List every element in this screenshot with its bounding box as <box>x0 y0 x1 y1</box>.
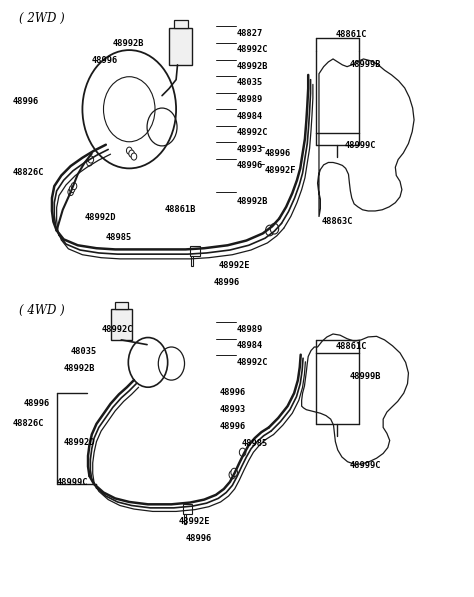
Text: 48996: 48996 <box>92 56 118 65</box>
Circle shape <box>265 225 274 236</box>
Text: 48999B: 48999B <box>349 372 381 381</box>
Text: 48992B: 48992B <box>64 364 95 373</box>
Text: 48996: 48996 <box>214 278 240 287</box>
Circle shape <box>270 223 279 234</box>
Circle shape <box>229 470 236 479</box>
Text: ( 2WD ): ( 2WD ) <box>19 13 65 25</box>
Circle shape <box>71 183 77 190</box>
Text: 48989: 48989 <box>237 325 263 334</box>
FancyBboxPatch shape <box>183 504 192 514</box>
Text: 48826C: 48826C <box>12 419 44 428</box>
Circle shape <box>87 159 92 166</box>
FancyBboxPatch shape <box>191 256 193 266</box>
Text: 48999C: 48999C <box>349 460 381 470</box>
Text: 48992B: 48992B <box>237 62 268 71</box>
Text: 48985: 48985 <box>106 233 132 242</box>
Text: 48996: 48996 <box>265 149 292 158</box>
Text: 48861C: 48861C <box>336 342 367 351</box>
Text: 48993: 48993 <box>219 405 246 414</box>
Circle shape <box>68 189 73 196</box>
Text: 48996: 48996 <box>12 97 38 106</box>
Text: 48984: 48984 <box>237 112 263 121</box>
Text: 48992D: 48992D <box>85 213 116 221</box>
FancyBboxPatch shape <box>169 28 192 65</box>
FancyBboxPatch shape <box>190 247 200 256</box>
Text: 48992E: 48992E <box>178 518 210 527</box>
Text: 48827: 48827 <box>237 29 263 38</box>
Text: 48999C: 48999C <box>57 478 88 487</box>
Circle shape <box>131 153 137 160</box>
Text: 48861C: 48861C <box>336 30 367 39</box>
Circle shape <box>239 448 246 457</box>
Text: 48992C: 48992C <box>101 325 133 334</box>
FancyBboxPatch shape <box>174 20 188 28</box>
Circle shape <box>127 147 132 154</box>
Text: 48985: 48985 <box>242 439 268 448</box>
Text: 48992C: 48992C <box>237 128 268 137</box>
Text: 48992E: 48992E <box>218 261 250 270</box>
Text: 48035: 48035 <box>237 78 263 88</box>
Text: 48992B: 48992B <box>237 197 268 206</box>
FancyBboxPatch shape <box>115 302 128 309</box>
Text: ( 4WD ): ( 4WD ) <box>19 304 65 318</box>
Text: 48999C: 48999C <box>345 141 376 150</box>
Circle shape <box>231 468 237 476</box>
Text: 48989: 48989 <box>237 95 263 104</box>
Text: 48996: 48996 <box>185 534 212 543</box>
Text: 48996: 48996 <box>219 421 246 430</box>
Text: 48992F: 48992F <box>265 166 297 175</box>
FancyBboxPatch shape <box>110 309 132 340</box>
Text: 48863C: 48863C <box>321 217 353 226</box>
Text: 48992C: 48992C <box>237 358 268 367</box>
Text: 48826C: 48826C <box>12 168 44 177</box>
Text: 48035: 48035 <box>71 347 97 356</box>
Circle shape <box>129 150 135 157</box>
Circle shape <box>88 156 94 163</box>
Text: 48993: 48993 <box>237 144 263 153</box>
Text: 48996: 48996 <box>24 399 50 408</box>
FancyBboxPatch shape <box>183 514 186 524</box>
Text: 48984: 48984 <box>237 341 263 350</box>
Text: 48992B: 48992B <box>113 39 145 48</box>
Text: 48992D: 48992D <box>64 438 95 447</box>
Text: 48996: 48996 <box>219 389 246 398</box>
Circle shape <box>69 186 75 193</box>
Text: 48996: 48996 <box>237 161 263 170</box>
Text: 48992C: 48992C <box>237 45 268 54</box>
Text: 48861B: 48861B <box>164 205 196 214</box>
Text: 48999B: 48999B <box>349 60 381 69</box>
